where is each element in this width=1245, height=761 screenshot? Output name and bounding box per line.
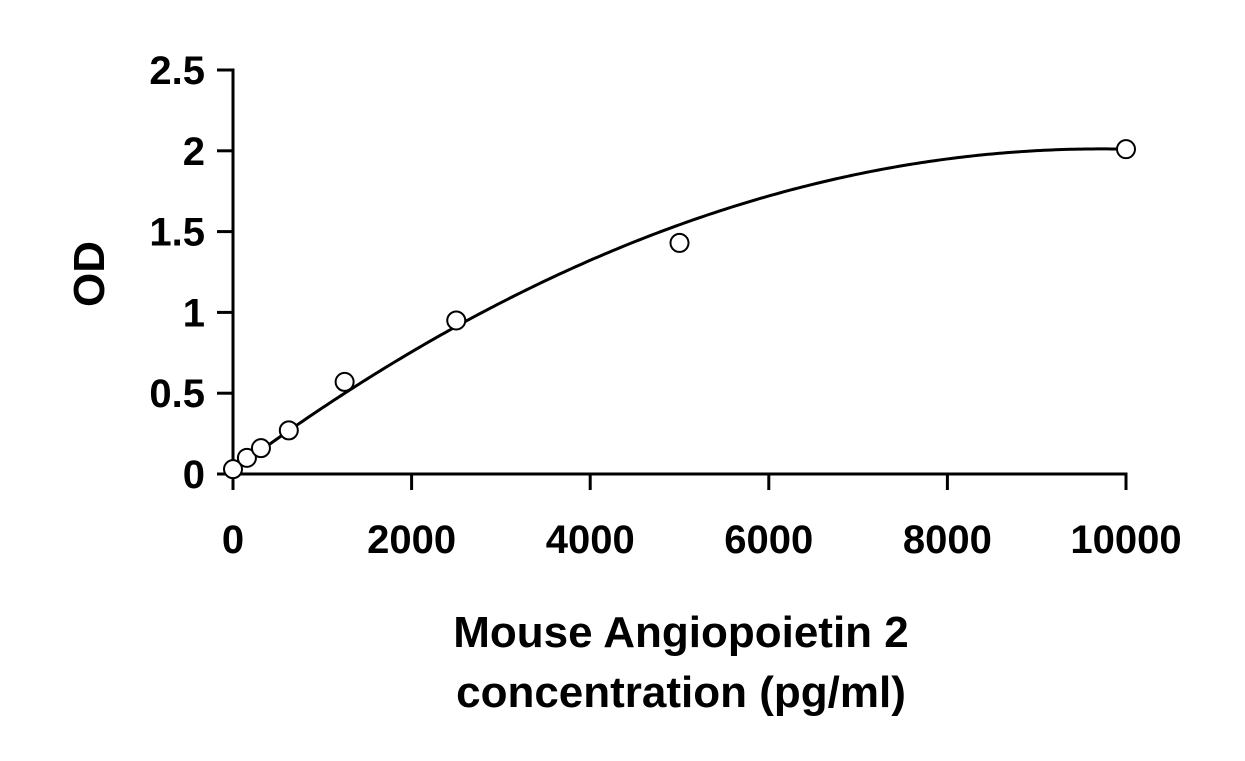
- y-tick-label: 1: [183, 291, 205, 335]
- y-axis-title: OD: [65, 241, 114, 307]
- x-tick-label: 0: [222, 518, 244, 562]
- data-point: [334, 371, 355, 392]
- data-point: [278, 420, 299, 441]
- x-axis-title-line-1: Mouse Angiopoietin 2: [453, 608, 908, 657]
- fit-curve: [232, 147, 1127, 472]
- x-tick-label: 8000: [903, 518, 992, 562]
- y-tick-label: 0: [183, 453, 205, 497]
- x-ticks: 0 2000 4000 6000 8000 10000: [222, 474, 1182, 562]
- y-tick-label: 1.5: [149, 211, 205, 255]
- data-point: [669, 232, 690, 253]
- x-tick-label: 6000: [724, 518, 813, 562]
- data-point: [446, 310, 467, 331]
- x-axis-title-line-2: concentration (pg/ml): [456, 668, 906, 717]
- y-tick-label: 0.5: [149, 372, 205, 416]
- fit-layer: [232, 147, 1127, 472]
- data-point: [1116, 139, 1136, 160]
- axes: [231, 68, 1128, 476]
- data-point: [236, 447, 257, 468]
- y-tick-label: 2: [183, 130, 205, 174]
- y-tick-label: 2.5: [149, 49, 205, 93]
- y-ticks: 0 0.5 1 1.5 2 2.5: [149, 49, 233, 497]
- x-tick-label: 10000: [1070, 518, 1181, 562]
- data-point: [223, 459, 243, 480]
- data-point: [250, 438, 271, 459]
- points-layer: [223, 139, 1136, 480]
- x-tick-label: 2000: [367, 518, 456, 562]
- x-tick-label: 4000: [546, 518, 635, 562]
